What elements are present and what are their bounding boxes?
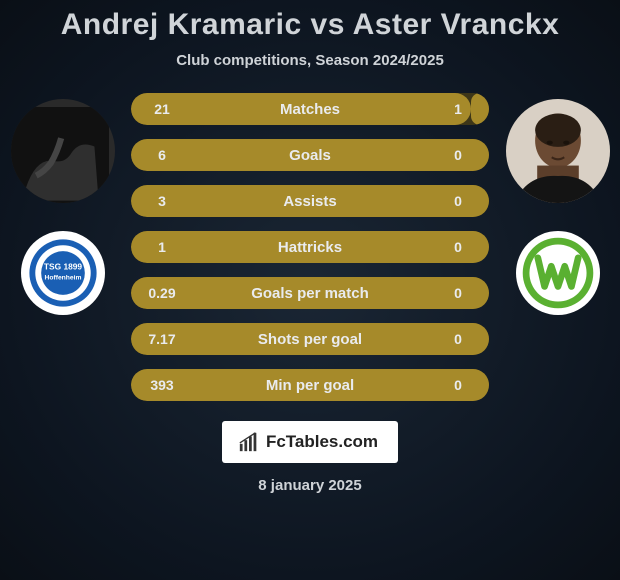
- right-side: [503, 93, 612, 315]
- fctables-logo-icon: [238, 431, 260, 453]
- badge-text-top: TSG 1899: [43, 262, 82, 272]
- vs-text: vs: [311, 8, 345, 41]
- stat-row: 393Min per goal0: [131, 369, 489, 401]
- stat-value-right: 0: [427, 239, 489, 255]
- stat-label: Goals: [193, 147, 427, 164]
- stat-row: 1Hattricks0: [131, 231, 489, 263]
- stat-value-left: 1: [131, 239, 193, 255]
- stats-rows: 21Matches16Goals03Assists01Hattricks00.2…: [131, 93, 489, 401]
- stat-value-right: 0: [427, 285, 489, 301]
- stat-value-right: 0: [427, 147, 489, 163]
- brand-box: FcTables.com: [222, 421, 398, 463]
- stat-value-right: 0: [427, 377, 489, 393]
- comparison-title: Andrej Kramaric vs Aster Vranckx: [61, 8, 560, 42]
- subtitle: Club competitions, Season 2024/2025: [176, 52, 444, 69]
- wolfsburg-badge-icon: [516, 231, 600, 315]
- stat-value-right: 0: [427, 331, 489, 347]
- hoffenheim-badge-icon: TSG 1899 Hoffenheim: [21, 231, 105, 315]
- comparison-body: TSG 1899 Hoffenheim 21Matches16Goals03As…: [0, 93, 620, 401]
- footer-date: 8 january 2025: [258, 477, 361, 494]
- stat-row: 7.17Shots per goal0: [131, 323, 489, 355]
- stat-value-left: 393: [131, 377, 193, 393]
- player2-team-badge: [516, 231, 600, 315]
- badge-text-bottom: Hoffenheim: [44, 275, 81, 282]
- stat-label: Assists: [193, 193, 427, 210]
- player1-team-badge: TSG 1899 Hoffenheim: [21, 231, 105, 315]
- footer: FcTables.com 8 january 2025: [222, 421, 398, 494]
- avatar-placeholder-icon: [11, 107, 109, 203]
- stat-row: 0.29Goals per match0: [131, 277, 489, 309]
- stat-row: 21Matches1: [131, 93, 489, 125]
- stat-value-right: 1: [427, 101, 489, 117]
- stat-value-left: 6: [131, 147, 193, 163]
- stat-value-left: 0.29: [131, 285, 193, 301]
- stat-value-right: 0: [427, 193, 489, 209]
- stat-label: Hattricks: [193, 239, 427, 256]
- stat-label: Min per goal: [193, 377, 427, 394]
- stat-row: 6Goals0: [131, 139, 489, 171]
- player1-avatar: [11, 99, 115, 203]
- stat-value-left: 7.17: [131, 331, 193, 347]
- player1-name: Andrej Kramaric: [61, 8, 302, 41]
- left-side: TSG 1899 Hoffenheim: [8, 93, 117, 315]
- stat-row: 3Assists0: [131, 185, 489, 217]
- player2-name: Aster Vranckx: [353, 8, 560, 41]
- avatar-placeholder-icon: [506, 99, 610, 203]
- stat-label: Matches: [193, 101, 427, 118]
- stat-value-left: 3: [131, 193, 193, 209]
- stat-value-left: 21: [131, 101, 193, 117]
- stat-label: Shots per goal: [193, 331, 427, 348]
- stat-label: Goals per match: [193, 285, 427, 302]
- player2-avatar: [506, 99, 610, 203]
- brand-text: FcTables.com: [266, 432, 378, 452]
